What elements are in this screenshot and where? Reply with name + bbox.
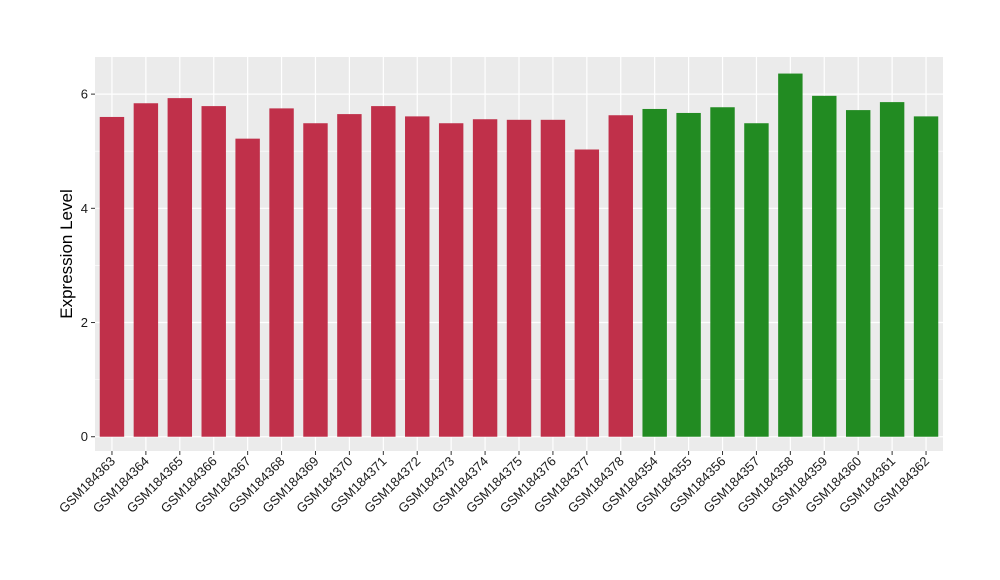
bar-GSM184364 bbox=[133, 103, 159, 437]
x-axis: GSM184363GSM184364GSM184365GSM184366GSM1… bbox=[56, 451, 932, 516]
bar-GSM184359 bbox=[812, 95, 837, 437]
y-tick-label: 2 bbox=[81, 315, 88, 330]
bar-GSM184376 bbox=[540, 119, 566, 437]
bar-GSM184368 bbox=[269, 108, 294, 437]
y-tick-label: 4 bbox=[81, 201, 88, 216]
bar-GSM184354 bbox=[642, 108, 667, 437]
y-tick-label: 6 bbox=[81, 87, 88, 102]
bar-GSM184377 bbox=[574, 149, 600, 437]
bar-GSM184360 bbox=[845, 110, 871, 437]
bar-GSM184363 bbox=[99, 116, 125, 437]
bar-GSM184372 bbox=[405, 116, 430, 437]
bar-GSM184371 bbox=[371, 106, 396, 437]
bar-GSM184369 bbox=[303, 123, 328, 437]
bar-GSM184358 bbox=[778, 73, 803, 437]
bar-GSM184366 bbox=[201, 106, 226, 437]
bar-GSM184361 bbox=[879, 102, 905, 437]
y-axis-title: Expression Level bbox=[57, 189, 76, 318]
y-tick-label: 0 bbox=[81, 429, 88, 444]
bar-GSM184367 bbox=[235, 138, 260, 437]
bars bbox=[99, 73, 939, 437]
bar-GSM184370 bbox=[337, 114, 362, 437]
bar-GSM184356 bbox=[710, 107, 735, 437]
bar-GSM184374 bbox=[472, 119, 498, 437]
y-axis: 0 2 4 6 bbox=[81, 87, 95, 444]
bar-GSM184373 bbox=[438, 123, 464, 437]
bar-GSM184375 bbox=[506, 119, 532, 437]
bar-GSM184362 bbox=[913, 116, 939, 437]
bar-GSM184355 bbox=[676, 112, 701, 437]
bar-GSM184365 bbox=[167, 98, 193, 437]
bar-GSM184357 bbox=[744, 123, 769, 437]
bar-GSM184378 bbox=[608, 115, 633, 437]
